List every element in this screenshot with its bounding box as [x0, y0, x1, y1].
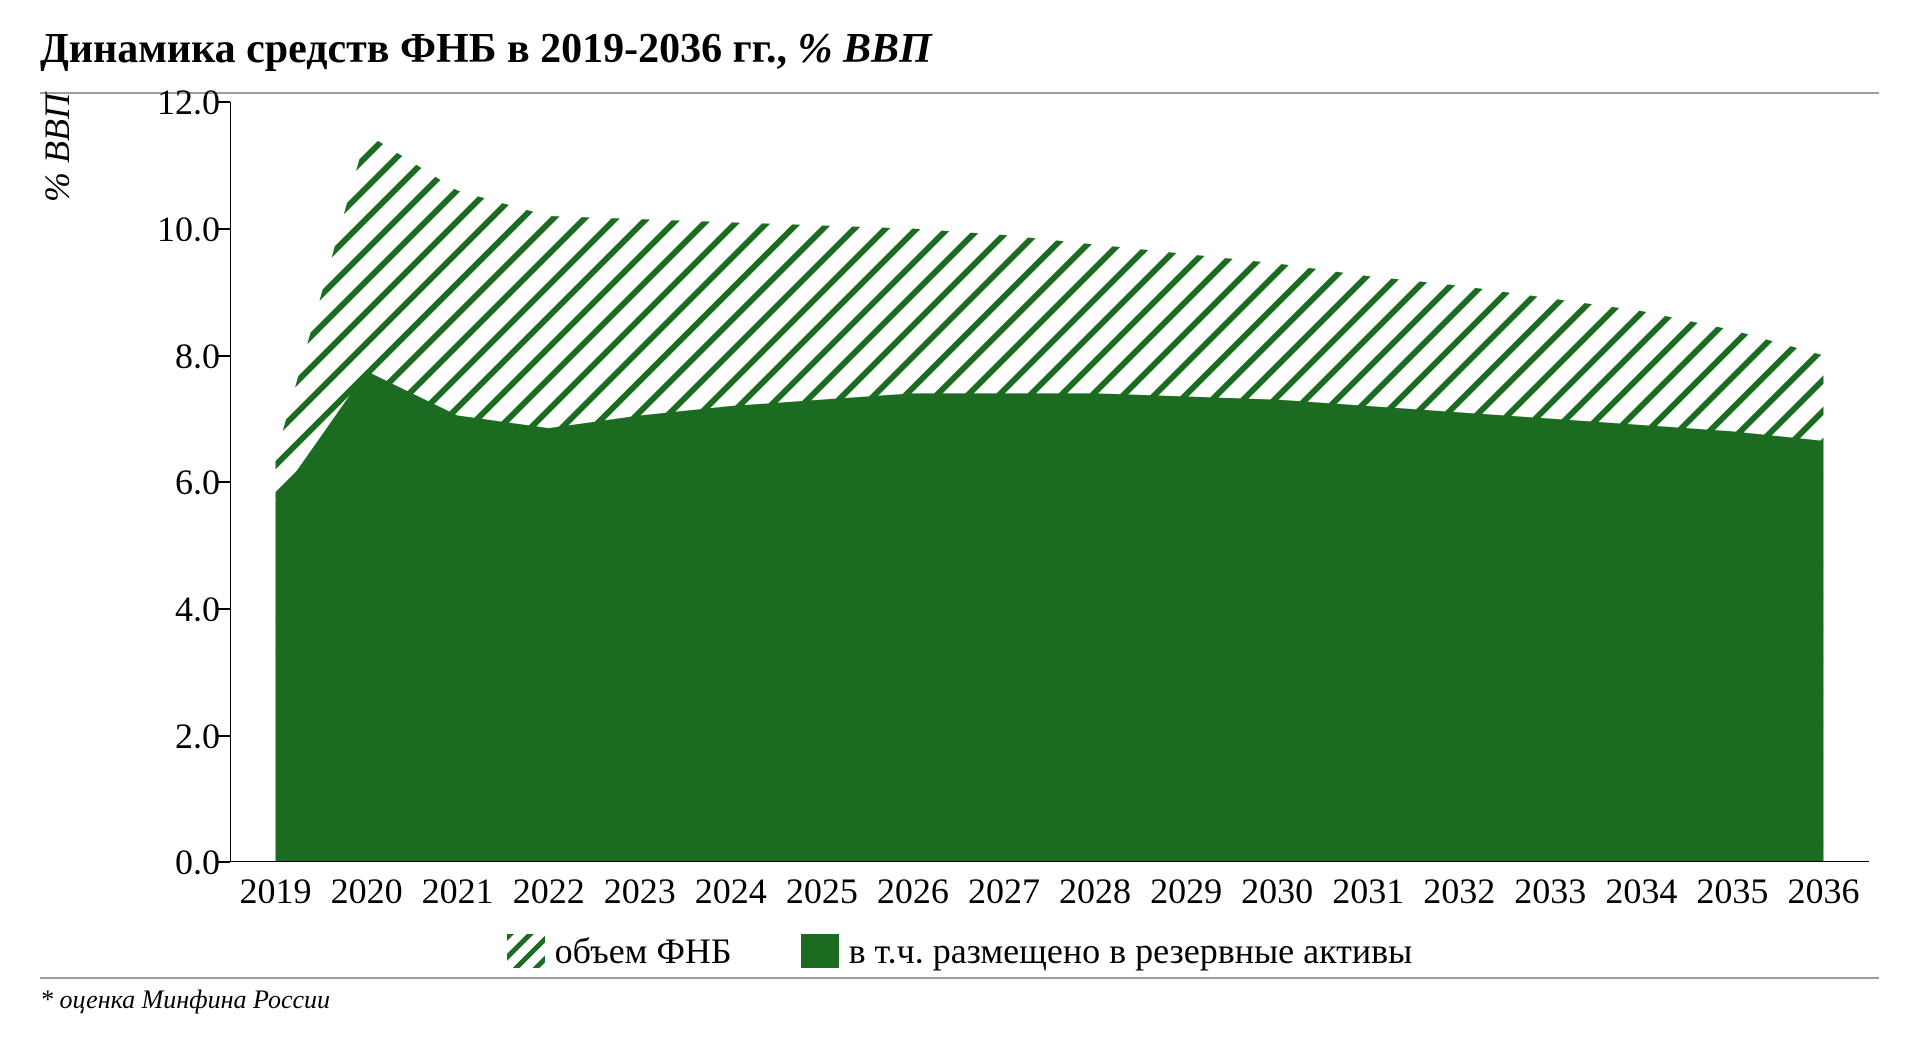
area-chart-svg	[230, 102, 1869, 862]
y-tick-label: 0.0	[110, 841, 220, 883]
x-tick-label: 2025	[786, 870, 858, 912]
x-tick-label: 2028	[1059, 870, 1131, 912]
chart-title-unit: % ВВП	[798, 26, 932, 72]
y-tick-label: 6.0	[110, 461, 220, 503]
x-tick-label: 2023	[604, 870, 676, 912]
y-tick-mark	[218, 481, 230, 483]
plot-region: 0.02.04.06.08.010.012.020192020202120222…	[230, 102, 1869, 862]
x-tick-label: 2036	[1787, 870, 1859, 912]
chart-page: Динамика средств ФНБ в 2019-2036 гг., % …	[0, 0, 1919, 1053]
x-tick-label: 2019	[240, 870, 312, 912]
y-tick-mark	[218, 608, 230, 610]
chart-title: Динамика средств ФНБ в 2019-2036 гг., % …	[40, 24, 1879, 74]
series-reserves-area	[276, 372, 1824, 863]
y-tick-label: 2.0	[110, 715, 220, 757]
legend-item-volume: объем ФНБ	[507, 930, 732, 972]
x-tick-label: 2035	[1696, 870, 1768, 912]
x-tick-label: 2020	[331, 870, 403, 912]
y-tick-mark	[218, 355, 230, 357]
legend-swatch-solid-icon	[801, 934, 839, 968]
y-tick-label: 10.0	[110, 208, 220, 250]
x-tick-label: 2021	[422, 870, 494, 912]
y-tick-label: 12.0	[110, 81, 220, 123]
x-tick-label: 2024	[695, 870, 767, 912]
legend-label-reserves: в т.ч. размещено в резервные активы	[849, 930, 1413, 972]
x-tick-label: 2029	[1150, 870, 1222, 912]
chart-title-main: Динамика средств ФНБ в 2019-2036 гг.,	[40, 26, 798, 72]
y-tick-label: 4.0	[110, 588, 220, 630]
legend-item-reserves: в т.ч. размещено в резервные активы	[801, 930, 1413, 972]
chart-area: % ВВП 0.02.04.06.08.010.012.020192020202…	[40, 102, 1879, 862]
legend-swatch-hatch-icon	[507, 934, 545, 968]
y-axis-label: % ВВП	[36, 93, 78, 202]
x-tick-label: 2027	[968, 870, 1040, 912]
x-tick-label: 2022	[513, 870, 585, 912]
x-tick-label: 2033	[1514, 870, 1586, 912]
y-tick-mark	[218, 228, 230, 230]
y-tick-mark	[218, 861, 230, 863]
x-tick-label: 2032	[1423, 870, 1495, 912]
x-tick-label: 2026	[877, 870, 949, 912]
y-tick-label: 8.0	[110, 335, 220, 377]
y-tick-mark	[218, 101, 230, 103]
legend-label-volume: объем ФНБ	[555, 930, 732, 972]
x-tick-label: 2034	[1605, 870, 1677, 912]
divider-bottom	[40, 977, 1879, 979]
y-tick-mark	[218, 735, 230, 737]
legend: объем ФНБ в т.ч. размещено в резервные а…	[40, 930, 1879, 977]
divider-top	[40, 92, 1879, 94]
x-tick-label: 2031	[1332, 870, 1404, 912]
x-tick-label: 2030	[1241, 870, 1313, 912]
footnote: * оценка Минфина России	[40, 985, 1879, 1015]
